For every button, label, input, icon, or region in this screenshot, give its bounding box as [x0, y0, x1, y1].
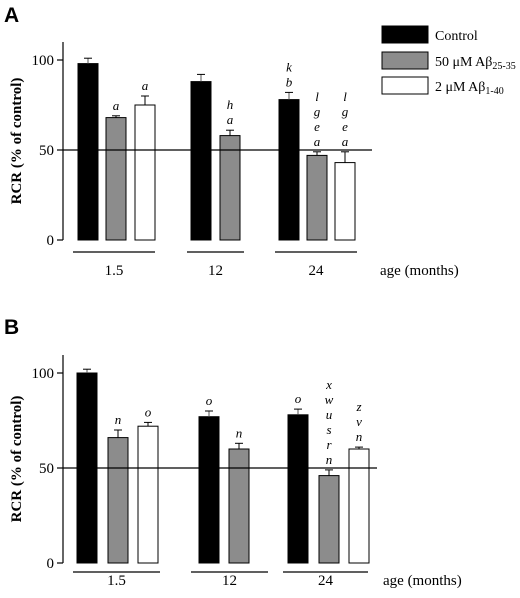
- panel-a-significance-label: a: [314, 134, 321, 149]
- panel-b-y-tick-label: 50: [39, 461, 54, 477]
- panel-a-bar: [134, 104, 156, 241]
- panel-a-bar: [334, 162, 356, 241]
- panel-b-significance-label: w: [325, 392, 334, 407]
- panel-a-significance-label: b: [286, 74, 293, 89]
- panel-b-y-tick-label: 0: [47, 556, 55, 572]
- panel-b-bar: [107, 437, 129, 564]
- panel-a-significance-label: e: [314, 119, 320, 134]
- legend-label-ab140: 2 μM Aβ1-40: [435, 80, 504, 97]
- panel-b-y-axis-label: RCR (% of control): [9, 396, 25, 523]
- panel-b-significance-label: o: [295, 391, 302, 406]
- panel-a-significance-label: l: [315, 89, 319, 104]
- panel-b-bar: [198, 416, 220, 564]
- panel-b-significance-label: o: [206, 393, 213, 408]
- panel-b-significance-label: n: [356, 429, 363, 444]
- panel-a-y-tick-label: 100: [32, 53, 55, 69]
- panel-b-significance-label: n: [326, 452, 333, 467]
- legend-swatch-ab140: [381, 76, 429, 95]
- panel-b-category-label: 1.5: [107, 573, 126, 589]
- panel-b-bar: [137, 425, 159, 564]
- panel-a-significance-label: a: [113, 98, 120, 113]
- panel-a-category-label: 24: [309, 263, 325, 279]
- panel-a-category-label: 1.5: [105, 263, 124, 279]
- panel-a-y-tick-label: 50: [39, 143, 54, 159]
- panel-a-bar: [77, 63, 99, 241]
- panel-b-significance-label: u: [326, 407, 333, 422]
- panel-b-significance-label: n: [115, 412, 122, 427]
- panel-a-bar: [190, 81, 212, 241]
- panel-a-bar: [306, 154, 328, 241]
- panel-a-y-axis-label: RCR (% of control): [9, 78, 25, 205]
- panel-b-category-label: 12: [222, 573, 237, 589]
- panel-b-significance-label: z: [355, 399, 361, 414]
- panel-b-x-axis-label: age (months): [383, 573, 462, 589]
- panel-b-bar: [228, 448, 250, 564]
- panel-a-significance-label: l: [343, 89, 347, 104]
- panel-a-significance-label: g: [314, 104, 321, 119]
- panel-b-bar: [348, 448, 370, 564]
- panel-a-x-axis-label: age (months): [380, 263, 459, 279]
- legend-label-ab2535-prefix: 50 μM Aβ: [435, 55, 492, 70]
- legend-label-ab140-prefix: 2 μM Aβ: [435, 80, 485, 95]
- panel-b-y-tick-label: 100: [32, 366, 55, 382]
- panel-a-significance-label: a: [342, 134, 349, 149]
- panel-a-significance-label: a: [142, 78, 149, 93]
- panel-a-letter: A: [4, 4, 19, 27]
- panel-a-significance-label: a: [227, 112, 234, 127]
- panel-a-significance-label: e: [342, 119, 348, 134]
- legend-label-ab2535: 50 μM Aβ25-35: [435, 55, 516, 72]
- panel-a-significance-label: h: [227, 97, 234, 112]
- panel-b-significance-label: n: [236, 425, 243, 440]
- legend-swatch-control: [381, 25, 429, 44]
- panel-b-significance-label: x: [325, 377, 332, 392]
- legend-swatch-ab2535: [381, 51, 429, 70]
- panel-b-significance-label: r: [326, 437, 332, 452]
- panel-b-bar: [318, 475, 340, 564]
- legend-label-control: Control: [435, 29, 478, 44]
- legend-label-ab2535-subscript: 25-35: [492, 61, 515, 72]
- panel-a-category-label: 12: [208, 263, 223, 279]
- panel-a-significance-label: k: [286, 59, 292, 74]
- panel-a-y-tick-label: 0: [47, 233, 55, 249]
- panel-b-letter: B: [4, 316, 19, 339]
- panel-a-bar: [278, 99, 300, 241]
- panel-b-category-label: 24: [318, 573, 334, 589]
- panel-a-significance-label: g: [342, 104, 349, 119]
- panel-b-significance-label: v: [356, 414, 362, 429]
- panel-a-bar: [219, 135, 241, 241]
- legend-label-ab140-subscript: 1-40: [485, 86, 503, 97]
- panel-b-significance-label: s: [326, 422, 331, 437]
- panel-a-bar: [105, 117, 127, 241]
- legend: Control 50 μM Aβ25-35 2 μM Aβ1-40: [381, 25, 516, 97]
- panel-b-bar: [287, 414, 309, 564]
- panel-b-significance-label: o: [145, 404, 152, 419]
